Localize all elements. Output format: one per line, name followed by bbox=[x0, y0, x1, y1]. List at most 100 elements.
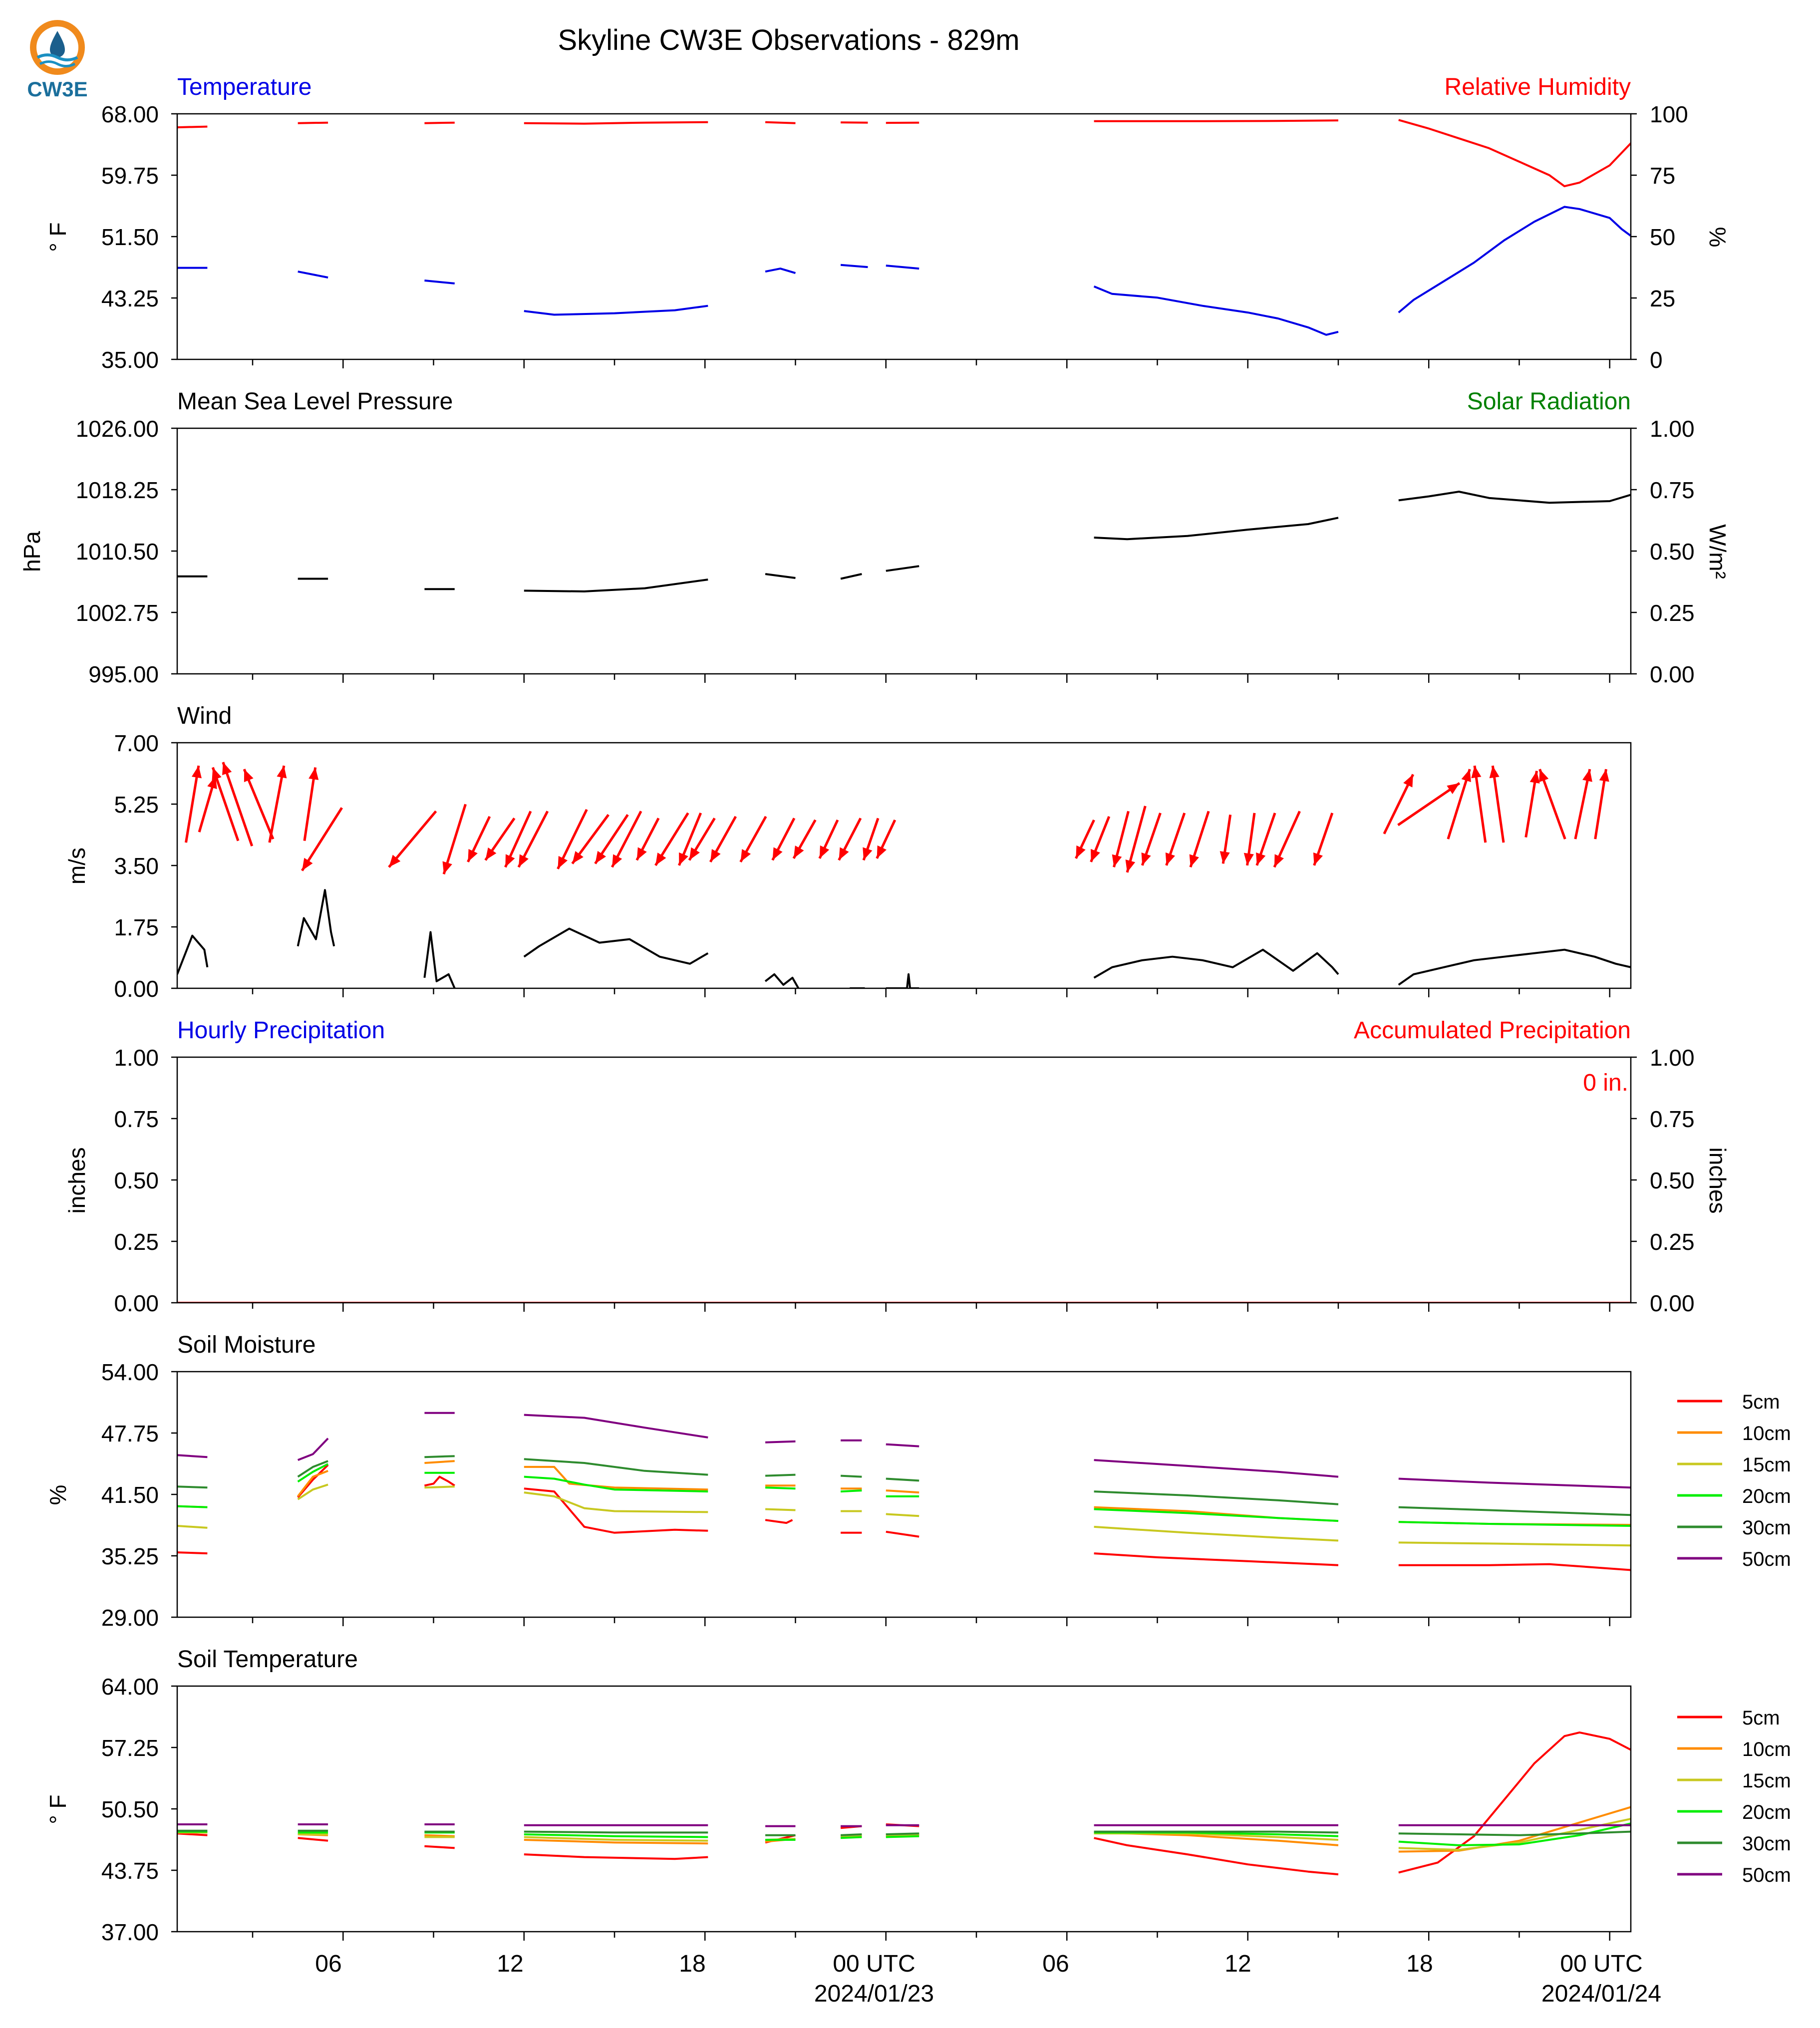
legend-label: 10cm bbox=[1742, 1423, 1791, 1445]
y-tick-label: 0.75 bbox=[1650, 1106, 1695, 1132]
wind-arrow-head bbox=[1219, 851, 1230, 864]
wind-arrow bbox=[709, 816, 737, 863]
wind-arrow-head bbox=[389, 855, 401, 868]
y-tick-label: 47.75 bbox=[101, 1421, 159, 1447]
series-50cm bbox=[177, 1412, 1631, 1489]
series-line bbox=[1094, 1490, 1339, 1505]
series-15cm bbox=[177, 1483, 1631, 1547]
legend-label: 5cm bbox=[1742, 1707, 1780, 1729]
series-line bbox=[297, 1483, 328, 1500]
x-axis-labels: 06 12 18 00 UTC 2024/01/23 06 12 18 00 U… bbox=[315, 1951, 1661, 2007]
wind-arrow-head bbox=[1529, 771, 1540, 784]
y-tick-label: 1018.25 bbox=[76, 477, 159, 503]
series-line bbox=[1398, 1477, 1631, 1489]
wind-arrow-head bbox=[1274, 854, 1284, 868]
series-line bbox=[1093, 948, 1339, 979]
series-line bbox=[1093, 286, 1339, 336]
panel-soil-temp: Soil Temperature 64.00 57.25 50.50 43.75… bbox=[45, 1646, 1791, 1945]
series-line bbox=[886, 565, 919, 572]
series-line bbox=[297, 1463, 329, 1483]
series-50cm bbox=[177, 1823, 1631, 1827]
wind-arrow bbox=[517, 811, 549, 868]
wind-arrow-head bbox=[442, 861, 452, 874]
wind-arrow bbox=[1273, 811, 1301, 868]
wind-arrow bbox=[303, 767, 319, 841]
series-line bbox=[423, 931, 456, 988]
wind-arrow-head bbox=[612, 854, 622, 868]
soil-temp-legend: 5cm 10cm 15cm 20cm 30cm 50cm bbox=[1677, 1707, 1791, 1886]
y-tick-label: 1.00 bbox=[1650, 416, 1695, 442]
y-tick-label: 57.25 bbox=[101, 1735, 159, 1761]
precip-left-ticks: 1.00 0.75 0.50 0.25 0.00 bbox=[114, 1045, 159, 1316]
panel-frame bbox=[176, 427, 1632, 675]
series-line bbox=[841, 1836, 862, 1839]
y-tick-label: 37.00 bbox=[101, 1919, 159, 1945]
legend-label: 50cm bbox=[1742, 1548, 1791, 1570]
wind-arrow-head bbox=[212, 767, 222, 781]
series-line bbox=[1398, 1563, 1631, 1571]
y-tick-label: 29.00 bbox=[101, 1605, 159, 1631]
wind-arrow-head bbox=[877, 845, 887, 859]
y-axis-label-right: W/m² bbox=[1705, 524, 1731, 579]
y-tick-label: 5.25 bbox=[114, 792, 159, 818]
series-line bbox=[1398, 206, 1631, 313]
wind-arrow bbox=[185, 765, 202, 843]
series-line bbox=[841, 121, 868, 124]
wind-arrow-head bbox=[772, 847, 783, 861]
series-line bbox=[840, 264, 868, 269]
wind-arrow-head bbox=[740, 849, 751, 862]
series-line bbox=[1398, 1822, 1631, 1846]
y-tick-label: 0.00 bbox=[1650, 1290, 1695, 1316]
wind-arrow-shaft bbox=[1491, 765, 1505, 843]
legend-label: 30cm bbox=[1742, 1833, 1791, 1855]
logo-wave-icon-2 bbox=[39, 60, 76, 67]
series-line bbox=[765, 121, 796, 124]
wind-arrow-head bbox=[1471, 766, 1482, 779]
wind-arrow-head bbox=[1256, 852, 1266, 866]
series-line bbox=[297, 889, 335, 947]
y-tick-label: 7.00 bbox=[114, 730, 159, 756]
wind-arrow-head bbox=[1599, 769, 1609, 782]
y-tick-label: 0.50 bbox=[114, 1167, 159, 1193]
humidity-label: Relative Humidity bbox=[1445, 74, 1631, 100]
y-tick-label: 25 bbox=[1650, 286, 1675, 311]
legend-label: 15cm bbox=[1742, 1770, 1791, 1792]
series-line bbox=[765, 268, 796, 275]
wind-arrow-head bbox=[1112, 854, 1122, 868]
wind-arrow-head bbox=[636, 847, 647, 861]
temp-left-ticks: 68.00 59.75 51.50 43.25 35.00 bbox=[101, 101, 159, 373]
wind-arrow bbox=[1112, 811, 1130, 868]
wind-arrow bbox=[222, 762, 254, 847]
y-tick-label: 0.00 bbox=[114, 976, 159, 1002]
y-axis-label: hPa bbox=[19, 531, 45, 572]
series-line bbox=[424, 1455, 455, 1458]
series-line bbox=[1398, 1830, 1631, 1836]
series-line bbox=[840, 573, 862, 580]
series-line bbox=[1398, 1506, 1631, 1516]
series-line bbox=[765, 1508, 796, 1511]
wind-arrow bbox=[388, 810, 437, 868]
panel-frame bbox=[176, 1056, 1632, 1304]
series-line bbox=[1094, 1837, 1339, 1876]
precip-right-ticks: 1.00 0.75 0.50 0.25 0.00 bbox=[1650, 1045, 1695, 1316]
soil-temp-label: Soil Temperature bbox=[177, 1646, 358, 1673]
y-tick-label: 1.00 bbox=[1650, 1045, 1695, 1071]
series-temperature bbox=[177, 206, 1631, 336]
series-line bbox=[765, 573, 796, 579]
wind-arrow-head bbox=[1141, 852, 1151, 866]
y-tick-label: 995.00 bbox=[88, 661, 159, 687]
wind-arrow-head bbox=[1165, 852, 1175, 866]
y-tick-label: 100 bbox=[1650, 101, 1688, 127]
wind-arrow-shaft bbox=[1397, 782, 1461, 827]
wind-arrow bbox=[1383, 774, 1415, 835]
data-lines bbox=[177, 119, 1631, 1876]
wind-arrow-head bbox=[1125, 860, 1136, 872]
wind-arrow bbox=[838, 818, 862, 861]
series-wind bbox=[177, 889, 1631, 988]
series-line bbox=[841, 1489, 862, 1493]
series-line bbox=[841, 1474, 862, 1478]
y-tick-label: 0 bbox=[1650, 347, 1663, 373]
water-drop-icon bbox=[50, 31, 65, 57]
series-30cm bbox=[177, 1829, 1631, 1836]
wind-arrow-head bbox=[1403, 774, 1413, 788]
